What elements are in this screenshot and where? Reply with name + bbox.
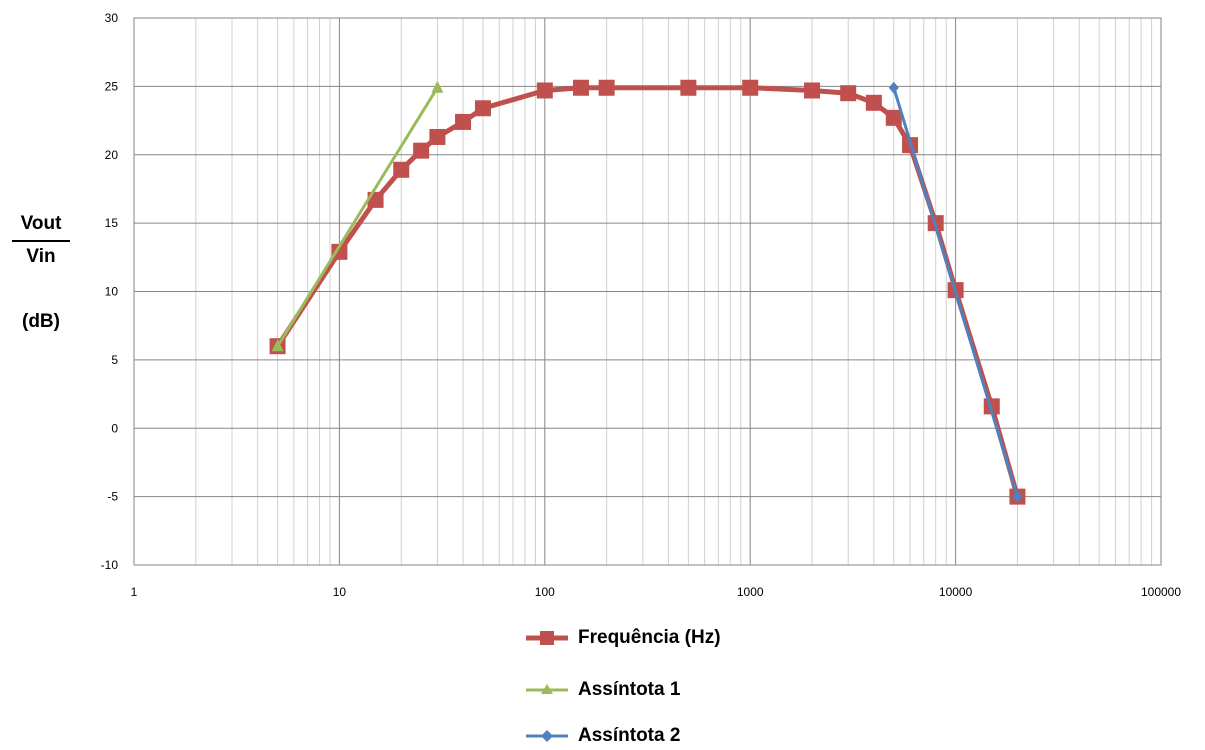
data-point (865, 94, 882, 111)
x-tick-label: 100 (535, 585, 555, 599)
legend-label-assintota-1: Assíntota 1 (578, 679, 681, 700)
data-point (572, 79, 589, 96)
series-3 (888, 81, 1023, 503)
grid (133, 17, 1162, 566)
y-axis-label-numerator: Vout (20, 213, 62, 234)
data-point (680, 79, 697, 96)
legend-label-frequencia: Frequência (Hz) (578, 627, 721, 648)
x-tick-label: 10 (333, 585, 347, 599)
legend-item-frequencia: Frequência (Hz) (522, 624, 721, 652)
axes: 1 10 100 1000 10000 100000 -10 -5 0 5 10 15 20 25 30 (101, 11, 1182, 599)
legend-label-assintota-2: Assíntota 2 (578, 725, 681, 746)
data-point (804, 82, 821, 99)
legend-swatch-frequencia (526, 631, 568, 645)
data-point (393, 161, 410, 178)
y-tick-label: 20 (105, 148, 119, 162)
series-line (892, 87, 1019, 498)
data-point (474, 100, 491, 117)
series-layer (269, 79, 1026, 505)
data-point (455, 113, 472, 130)
data-point (885, 109, 902, 126)
legend-swatch-assintota-1 (526, 684, 568, 694)
y-tick-label: 5 (111, 353, 118, 367)
data-point (413, 142, 430, 159)
x-tick-label: 1000 (737, 585, 764, 599)
data-point (431, 80, 444, 93)
series-line (276, 86, 439, 347)
y-axis-label-fraction-bar (12, 240, 70, 242)
data-point (429, 128, 446, 145)
legend-item-assintota-1: Assíntota 1 (522, 676, 680, 704)
data-point (1012, 490, 1023, 503)
y-tick-label: -5 (107, 490, 118, 504)
data-point (598, 79, 615, 96)
y-tick-label: 25 (105, 79, 119, 93)
series-2 (271, 80, 444, 352)
y-tick-label: -10 (101, 558, 119, 572)
data-point (536, 82, 553, 99)
y-axis-label-denominator: Vin (26, 246, 56, 267)
y-tick-label: 30 (105, 11, 119, 25)
data-point (331, 243, 348, 260)
y-tick-label: 0 (111, 421, 118, 435)
y-tick-label: 15 (105, 216, 119, 230)
data-point (840, 85, 857, 102)
legend-item-assintota-2: Assíntota 2 (522, 722, 680, 750)
y-axis-label-unit: (dB) (22, 311, 60, 332)
data-point (271, 339, 284, 352)
x-tick-label: 10000 (939, 585, 973, 599)
data-point (742, 79, 759, 96)
x-tick-label: 100000 (1141, 585, 1181, 599)
data-point (888, 81, 899, 94)
x-tick-label: 1 (131, 585, 138, 599)
legend-swatch-assintota-2 (526, 730, 568, 742)
y-tick-label: 10 (105, 285, 119, 299)
